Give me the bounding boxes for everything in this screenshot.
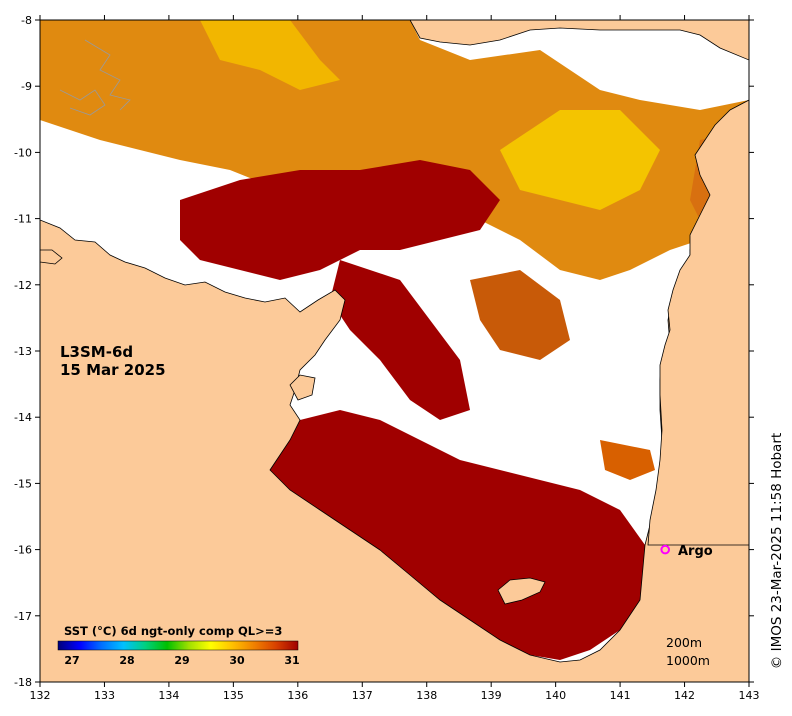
sst-region-east-yellow bbox=[500, 110, 660, 210]
plot-area bbox=[40, 20, 749, 682]
colorbar-title: SST (°C) 6d ngt-only comp QL>=3 bbox=[64, 624, 282, 638]
x-tick-label: 133 bbox=[94, 689, 115, 702]
y-tick-label: -13 bbox=[14, 345, 32, 358]
x-tick-label: 139 bbox=[481, 689, 502, 702]
land-new-guinea bbox=[409, 20, 749, 61]
sst-region-gulf-patches bbox=[330, 260, 470, 420]
x-tick-label: 136 bbox=[287, 689, 308, 702]
contour-200m-label: 200m bbox=[666, 635, 702, 650]
colorbar-bar bbox=[57, 640, 299, 651]
sst-region-gulf-orange bbox=[470, 270, 570, 360]
argo-label: Argo bbox=[678, 544, 713, 559]
land-cape-york bbox=[647, 99, 749, 546]
x-tick-label: 138 bbox=[416, 689, 437, 702]
colorbar: SST (°C) 6d ngt-only comp QL>=3 27 28 29 30… bbox=[57, 624, 300, 667]
sst-field bbox=[40, 20, 749, 660]
sst-region-south-warm bbox=[270, 410, 645, 660]
y-tick-label: -16 bbox=[14, 544, 32, 557]
x-tick-label: 141 bbox=[610, 689, 631, 702]
x-tick-label: 143 bbox=[739, 689, 760, 702]
y-tick-label: -14 bbox=[14, 411, 32, 424]
colorbar-tick-label: 31 bbox=[284, 654, 299, 667]
sst-region-north-yellow bbox=[200, 20, 340, 90]
credit-text: © IMOS 23-Mar-2025 11:58 Hobart bbox=[769, 433, 785, 669]
y-axis: -8 -9 -10 -11 -12 -13 -14 -15 -16 -17 -18 bbox=[14, 14, 754, 689]
y-tick-label: -15 bbox=[14, 477, 32, 490]
land-mornington-island bbox=[497, 577, 546, 605]
x-tick-label: 134 bbox=[158, 689, 179, 702]
x-tick-label: 132 bbox=[30, 689, 51, 702]
colorbar-tick-label: 27 bbox=[64, 654, 79, 667]
argo-float-marker[interactable] bbox=[660, 544, 671, 555]
sst-region-central-warm bbox=[180, 160, 500, 280]
land-aru-island bbox=[40, 249, 63, 265]
sst-region-north-orange bbox=[40, 20, 749, 280]
y-tick-label: -11 bbox=[14, 213, 32, 226]
colorbar-ticks: 27 28 29 30 31 bbox=[64, 654, 299, 667]
sst-region-east-coast-orange bbox=[600, 440, 655, 480]
date-label: 15 Mar 2025 bbox=[60, 361, 166, 379]
y-tick-label: -12 bbox=[14, 279, 32, 292]
y-tick-label: -10 bbox=[14, 146, 32, 159]
colorbar-tick-label: 29 bbox=[174, 654, 189, 667]
colorbar-tick-label: 28 bbox=[119, 654, 134, 667]
contour-200m-north bbox=[84, 39, 131, 111]
x-tick-label: 137 bbox=[352, 689, 373, 702]
y-tick-label: -9 bbox=[21, 80, 32, 93]
x-tick-label: 135 bbox=[223, 689, 244, 702]
land bbox=[40, 20, 749, 682]
bathymetry-contours bbox=[59, 39, 131, 116]
contour-1000m-label: 1000m bbox=[666, 653, 710, 668]
x-tick-label: 142 bbox=[674, 689, 695, 702]
contour-1000m-north bbox=[59, 89, 106, 116]
y-tick-label: -17 bbox=[14, 610, 32, 623]
colorbar-tick-label: 30 bbox=[229, 654, 245, 667]
y-tick-label: -18 bbox=[14, 676, 32, 689]
y-tick-label: -8 bbox=[21, 14, 32, 27]
land-groote-eylandt bbox=[289, 374, 316, 401]
x-axis: 132 133 134 135 136 137 138 139 140 141 142 143 bbox=[30, 15, 760, 702]
x-tick-label: 140 bbox=[545, 689, 566, 702]
product-label: L3SM-6d bbox=[60, 343, 133, 361]
